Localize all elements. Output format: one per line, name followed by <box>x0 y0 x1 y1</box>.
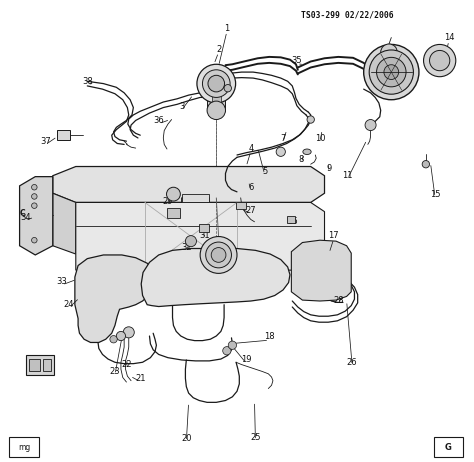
Text: 2: 2 <box>216 44 221 54</box>
Text: 27: 27 <box>246 206 256 215</box>
Circle shape <box>185 236 196 247</box>
Text: mg: mg <box>18 443 30 451</box>
Polygon shape <box>75 255 155 342</box>
Circle shape <box>228 341 237 349</box>
Text: 38: 38 <box>82 77 93 86</box>
Text: 1: 1 <box>224 24 229 33</box>
Circle shape <box>32 203 37 208</box>
Circle shape <box>422 160 429 168</box>
Text: 14: 14 <box>444 33 454 42</box>
Polygon shape <box>182 194 210 202</box>
Text: 5: 5 <box>262 167 267 176</box>
Bar <box>57 130 70 140</box>
Bar <box>207 84 226 111</box>
Text: 24: 24 <box>64 300 74 309</box>
Text: 30: 30 <box>167 210 178 219</box>
Text: 31: 31 <box>200 231 210 240</box>
Polygon shape <box>53 166 325 202</box>
Polygon shape <box>141 249 290 307</box>
Text: 22: 22 <box>121 360 132 369</box>
Text: 34: 34 <box>20 213 30 222</box>
Circle shape <box>223 346 231 355</box>
Text: 11: 11 <box>342 171 353 180</box>
Text: 37: 37 <box>40 137 51 146</box>
Bar <box>199 224 210 232</box>
Circle shape <box>206 242 231 268</box>
Circle shape <box>208 75 225 92</box>
Text: 6: 6 <box>248 183 254 192</box>
Text: 26: 26 <box>347 358 357 367</box>
Text: 23: 23 <box>109 367 120 376</box>
Circle shape <box>32 184 37 190</box>
Circle shape <box>381 44 397 61</box>
Text: 18: 18 <box>264 333 274 341</box>
Text: 32: 32 <box>181 243 191 252</box>
Polygon shape <box>53 193 76 254</box>
Text: 15: 15 <box>430 190 440 199</box>
Circle shape <box>197 64 236 103</box>
Circle shape <box>364 44 419 100</box>
Circle shape <box>224 85 231 92</box>
Circle shape <box>211 248 226 262</box>
Text: 4: 4 <box>248 144 254 152</box>
Text: 12: 12 <box>370 79 381 88</box>
Text: 19: 19 <box>241 355 252 365</box>
Bar <box>287 216 295 223</box>
Text: 16: 16 <box>287 217 298 226</box>
Circle shape <box>365 120 376 131</box>
Text: 8: 8 <box>299 155 304 164</box>
Bar <box>167 208 180 218</box>
Polygon shape <box>76 202 325 270</box>
Text: 9: 9 <box>327 164 332 173</box>
Circle shape <box>384 65 399 79</box>
Text: 17: 17 <box>328 231 339 240</box>
Circle shape <box>207 101 226 120</box>
Circle shape <box>202 70 230 97</box>
Bar <box>212 91 221 109</box>
Polygon shape <box>19 176 53 255</box>
Circle shape <box>123 327 134 338</box>
Circle shape <box>424 44 456 77</box>
Text: 10: 10 <box>315 134 325 143</box>
Text: G: G <box>445 443 452 451</box>
FancyBboxPatch shape <box>434 438 463 457</box>
Polygon shape <box>292 240 351 301</box>
Circle shape <box>429 50 450 71</box>
Circle shape <box>166 187 180 201</box>
Circle shape <box>110 335 117 343</box>
Text: 21: 21 <box>135 374 146 383</box>
Circle shape <box>200 237 237 274</box>
Text: 20: 20 <box>181 434 191 443</box>
Bar <box>43 359 51 371</box>
Text: 7: 7 <box>281 134 286 143</box>
Circle shape <box>276 147 285 156</box>
FancyBboxPatch shape <box>9 438 39 457</box>
Text: 29: 29 <box>163 196 173 206</box>
Circle shape <box>116 331 126 340</box>
Text: 35: 35 <box>292 56 302 65</box>
Text: 28: 28 <box>333 296 344 304</box>
Bar <box>29 359 40 371</box>
Text: 3: 3 <box>179 102 184 111</box>
Text: 36: 36 <box>153 116 164 125</box>
Bar <box>236 201 246 209</box>
Text: TS03-299 02/22/2006: TS03-299 02/22/2006 <box>301 11 394 20</box>
Bar <box>26 355 54 375</box>
Circle shape <box>32 194 37 199</box>
Text: C: C <box>19 209 25 218</box>
Circle shape <box>32 237 37 243</box>
Circle shape <box>307 116 314 123</box>
Ellipse shape <box>303 149 311 154</box>
Circle shape <box>376 57 406 87</box>
Text: 33: 33 <box>56 277 67 286</box>
Circle shape <box>369 50 413 94</box>
Text: 25: 25 <box>250 433 261 442</box>
Text: 13: 13 <box>370 56 381 65</box>
